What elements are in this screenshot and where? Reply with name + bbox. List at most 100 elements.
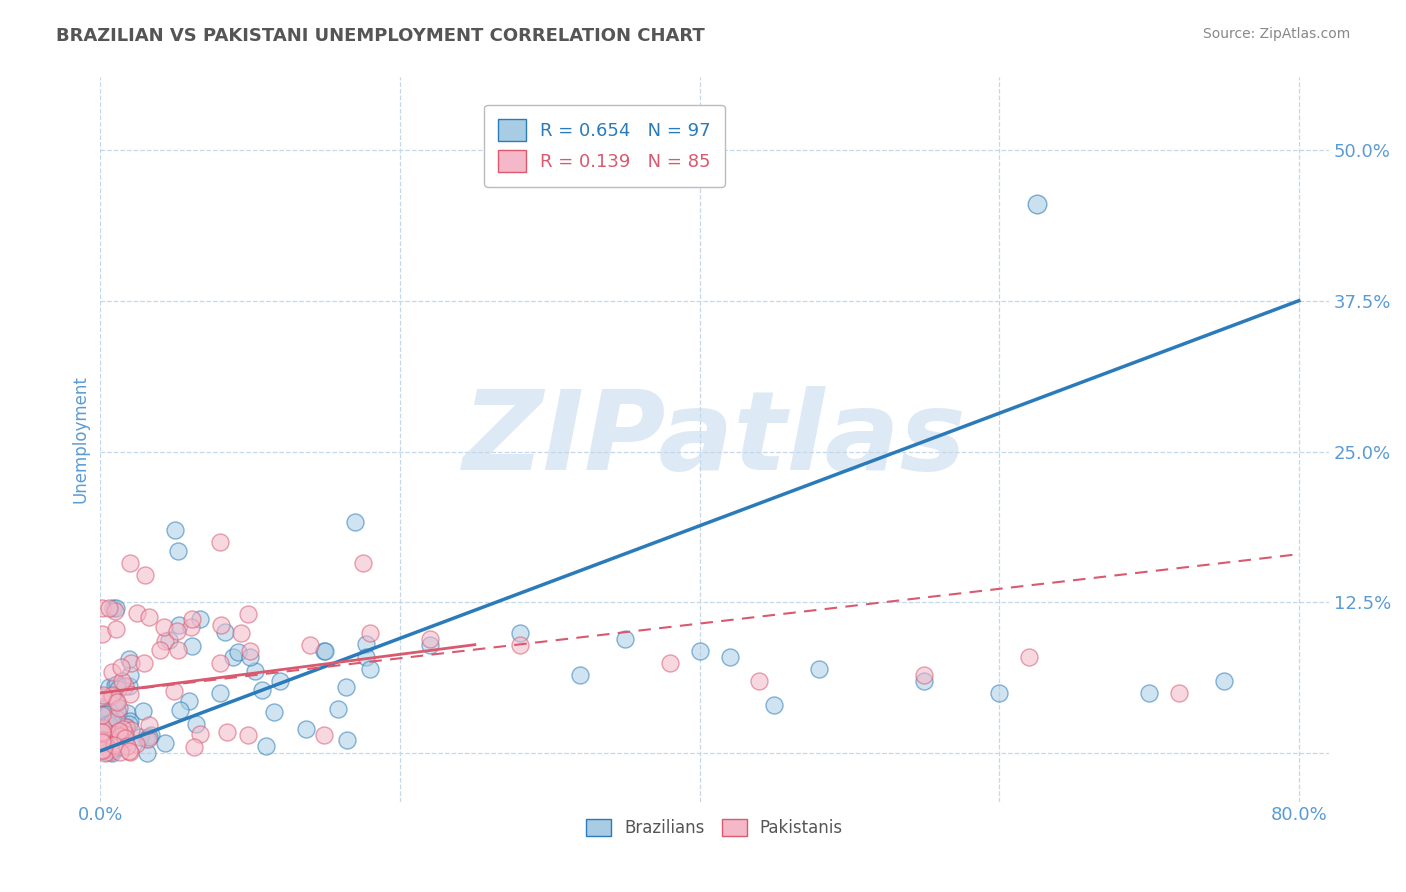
Point [97, 601, 120, 615]
Point [90, 742, 112, 756]
Point [103, 738, 125, 752]
Point [239, 649, 262, 664]
Point [98, 745, 121, 759]
Point [93, 736, 115, 750]
Point [1212, 673, 1234, 688]
Point [167, 643, 190, 657]
Point [336, 732, 359, 747]
Point [165, 523, 187, 537]
Point [98, 680, 121, 694]
Point [180, 620, 202, 634]
Point [166, 624, 188, 638]
Point [359, 662, 381, 676]
Point [269, 673, 291, 688]
Point [115, 720, 138, 734]
Point [217, 724, 239, 739]
Point [104, 678, 127, 692]
Point [299, 638, 322, 652]
Point [228, 645, 250, 659]
Point [326, 702, 349, 716]
Point [214, 624, 236, 639]
Point [115, 720, 138, 734]
Point [419, 632, 441, 646]
Point [314, 643, 336, 657]
Point [243, 664, 266, 678]
Point [153, 620, 176, 634]
Point [1168, 686, 1191, 700]
Point [105, 727, 128, 741]
Point [128, 731, 150, 745]
Point [135, 732, 157, 747]
Point [229, 625, 252, 640]
Legend: Brazilians, Pakistanis: Brazilians, Pakistanis [579, 813, 849, 844]
Point [91, 706, 114, 721]
Point [118, 745, 141, 759]
Point [98, 742, 121, 756]
Point [114, 679, 136, 693]
Point [209, 686, 232, 700]
Point [105, 695, 128, 709]
Point [763, 698, 786, 712]
Point [104, 622, 127, 636]
Point [112, 723, 135, 737]
Point [748, 673, 770, 688]
Point [209, 617, 232, 632]
Point [100, 731, 122, 745]
Point [808, 662, 831, 676]
Point [188, 727, 211, 741]
Point [104, 726, 127, 740]
Point [105, 711, 128, 725]
Point [91, 690, 114, 705]
Point [222, 650, 245, 665]
Point [132, 704, 155, 718]
Point [105, 731, 128, 745]
Point [239, 643, 262, 657]
Point [101, 714, 124, 729]
Point [91, 732, 114, 747]
Point [100, 715, 122, 730]
Point [98, 731, 121, 746]
Point [91, 742, 114, 756]
Point [359, 625, 381, 640]
Point [115, 736, 138, 750]
Point [94, 711, 117, 725]
Point [179, 694, 201, 708]
Point [250, 682, 273, 697]
Point [184, 717, 207, 731]
Point [107, 706, 129, 720]
Point [509, 638, 531, 652]
Point [97, 717, 120, 731]
Point [107, 723, 129, 738]
Point [111, 732, 134, 747]
Point [93, 746, 115, 760]
Point [105, 676, 128, 690]
Point [101, 731, 124, 745]
Point [103, 710, 125, 724]
Point [115, 739, 138, 753]
Point [107, 682, 129, 697]
Point [127, 606, 149, 620]
Point [689, 643, 711, 657]
Point [118, 668, 141, 682]
Point [104, 604, 127, 618]
Point [912, 668, 935, 682]
Point [1018, 649, 1040, 664]
Text: Source: ZipAtlas.com: Source: ZipAtlas.com [1202, 27, 1350, 41]
Point [163, 684, 186, 698]
Point [105, 740, 128, 755]
Point [153, 736, 176, 750]
Point [100, 746, 122, 760]
Point [134, 567, 156, 582]
Point [96, 745, 118, 759]
Point [101, 743, 124, 757]
Point [153, 633, 176, 648]
Point [101, 740, 124, 755]
Point [209, 656, 232, 670]
Point [110, 660, 132, 674]
Point [149, 643, 172, 657]
Point [90, 733, 112, 747]
Point [100, 690, 122, 704]
Point [91, 688, 114, 702]
Point [136, 732, 159, 747]
Point [294, 723, 316, 737]
